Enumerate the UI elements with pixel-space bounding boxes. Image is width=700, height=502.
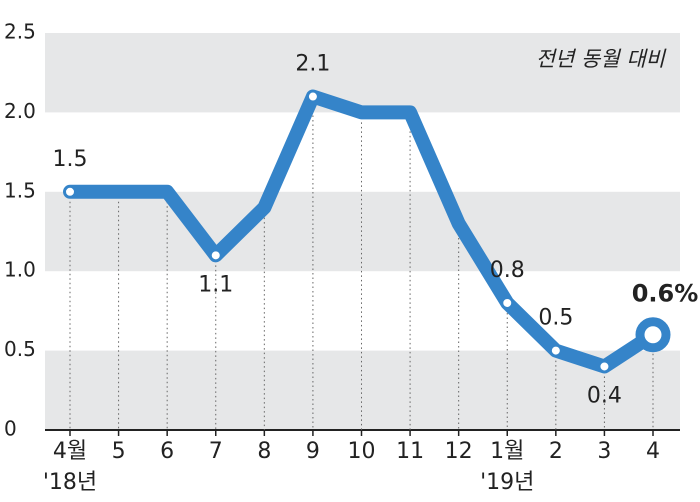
marker: [306, 90, 319, 103]
data-label: 0.5: [538, 306, 573, 331]
x-tick-label: 9: [306, 439, 320, 464]
marker: [209, 249, 222, 262]
x-tick-label: 2: [549, 439, 563, 464]
y-tick-label: 0: [4, 417, 17, 441]
x-tick-label: 3: [597, 439, 611, 464]
marker: [64, 185, 76, 198]
marker: [635, 317, 671, 353]
y-tick-label: 1.0: [4, 258, 36, 282]
x-tick-label: 11: [396, 439, 424, 464]
chart-subtitle: 전년 동월 대비: [536, 47, 667, 71]
marker: [598, 360, 611, 373]
y-tick-label: 0.5: [4, 337, 36, 361]
x-year-label: '18년: [43, 470, 97, 495]
x-tick-label: 5: [112, 439, 126, 464]
data-label: 0.6%: [632, 280, 699, 308]
x-tick-label: 8: [257, 439, 271, 464]
data-label: 2.1: [295, 52, 330, 77]
data-label: 0.8: [490, 258, 525, 283]
x-tick-label: 6: [160, 439, 174, 464]
data-label: 1.1: [198, 272, 233, 297]
x-tick-label: 12: [445, 439, 473, 464]
grid-band: [45, 191, 680, 272]
grid-band: [45, 33, 680, 113]
data-label: 1.5: [53, 147, 88, 172]
y-tick-label: 2.0: [4, 99, 36, 123]
x-tick-label: 4월: [53, 439, 87, 464]
x-tick-label: 10: [348, 439, 376, 464]
x-tick-label: 7: [209, 439, 223, 464]
y-tick-label: 1.5: [4, 178, 36, 202]
x-year-label: '19년: [480, 470, 534, 495]
marker: [501, 296, 514, 309]
y-tick-label: 2.5: [4, 20, 36, 44]
x-tick-label: 4: [646, 439, 660, 464]
marker: [549, 344, 562, 357]
data-label: 0.4: [587, 383, 622, 408]
x-tick-label: 1월: [490, 439, 524, 464]
